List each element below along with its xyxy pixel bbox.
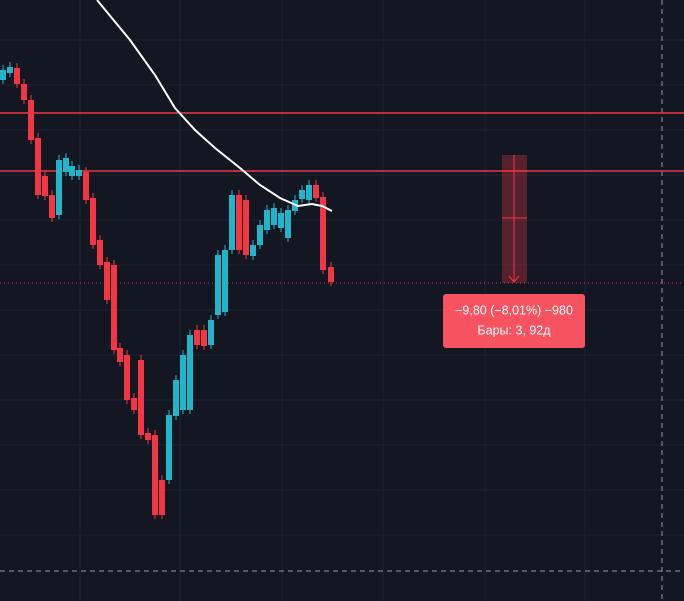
- candle-body: [14, 68, 20, 84]
- measure-tool[interactable]: −9,80 (−8,01%) −980 Бары: 3, 92д: [443, 155, 585, 348]
- candle-body: [90, 198, 96, 245]
- candle-body: [117, 348, 123, 362]
- candle-body: [313, 185, 319, 198]
- candles: [0, 62, 334, 519]
- candle-body: [328, 267, 334, 282]
- candle-body: [97, 240, 103, 265]
- candle-body: [299, 190, 305, 199]
- candle-body: [271, 208, 277, 225]
- candle-body: [180, 355, 186, 410]
- moving-average: [96, 0, 333, 212]
- candle-body: [21, 84, 27, 100]
- candle-body: [285, 210, 291, 238]
- candle-body: [194, 330, 200, 345]
- candle-body: [111, 265, 117, 350]
- candle-body: [28, 100, 34, 140]
- candle-body: [208, 320, 214, 345]
- candle-body: [56, 160, 62, 215]
- candle-body: [0, 70, 6, 80]
- candle-body: [229, 195, 235, 250]
- candle-body: [166, 415, 172, 480]
- candle-body: [35, 138, 41, 195]
- candle-body: [187, 335, 193, 410]
- candle-body: [42, 176, 48, 196]
- candle-body: [104, 262, 110, 300]
- candle-body: [138, 360, 144, 435]
- tooltip-change: −9,80 (−8,01%) −980: [455, 303, 573, 317]
- candle-body: [7, 67, 13, 73]
- candle-body: [76, 170, 82, 176]
- tooltip-bars: Бары: 3, 92д: [477, 323, 551, 337]
- candle-body: [49, 195, 55, 218]
- candle-body: [243, 200, 249, 255]
- candle-body: [131, 398, 137, 410]
- candle-body: [173, 380, 179, 416]
- candle-body: [215, 255, 221, 315]
- candle-body: [264, 210, 270, 230]
- measure-tooltip: [443, 294, 585, 348]
- candle-body: [306, 185, 312, 200]
- candle-body: [83, 172, 89, 200]
- candle-body: [145, 433, 151, 440]
- candle-body: [222, 250, 228, 312]
- candle-body: [257, 225, 263, 245]
- candle-body: [250, 245, 256, 256]
- measure-arrowhead: [508, 275, 520, 283]
- candle-body: [278, 213, 284, 228]
- candle-body: [69, 166, 75, 176]
- candle-body: [201, 330, 207, 346]
- candle-body: [159, 480, 165, 515]
- candle-body: [152, 435, 158, 515]
- candle-body: [236, 195, 242, 250]
- candle-body: [63, 158, 69, 172]
- candle-body: [124, 355, 130, 400]
- candle-body: [320, 197, 326, 270]
